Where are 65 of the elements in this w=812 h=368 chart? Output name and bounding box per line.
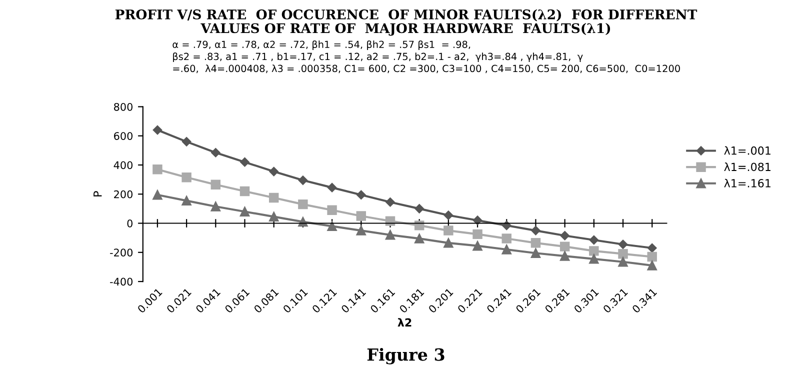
point [444,226,454,236]
point [152,164,162,174]
point [530,238,541,248]
point [444,238,454,248]
point [647,243,657,253]
x-axis-title: λ2 [398,318,412,327]
point [618,240,628,249]
point [444,210,454,220]
point [472,229,482,240]
y-tick-label: -200 [110,248,132,256]
point [472,240,482,251]
point [530,248,541,258]
point [182,196,192,206]
point [240,206,250,216]
point [327,182,337,192]
point [182,172,192,182]
point [210,202,221,212]
point [268,212,279,222]
caption: Figure 3 [367,348,444,364]
point [560,242,570,252]
point [589,254,599,264]
point [327,205,337,216]
y-tick-label: 600 [114,132,132,140]
chart-title: PROFIT V/S RATE OF OCCURENCE OF MINOR FAULTS(λ2) FOR DIFFERENT VALUES OF RATE OF MAJOR HARDWARE FAULTS(λ1) [115,9,698,36]
point [240,157,250,167]
legend-label: λ1=.001 [724,146,770,155]
point [502,244,512,254]
point [560,231,570,240]
point [647,260,657,270]
point [152,125,162,135]
point [269,166,278,176]
point [298,176,308,185]
point [356,190,366,200]
point [560,251,570,261]
point [240,186,250,196]
point [414,234,424,244]
point [414,204,424,214]
y-axis-title: P [94,191,102,196]
point [531,226,540,236]
text: α = .79, α1 = .78, α2 = .72, βh1 = .54, βh2 = .57 βs1 = .98, βs2 = .83, a1 = .71 , b1=.17, c1 = .12, a2 = .75, b2=.1 - a2, γh3=.84 , γh4=.81, γ =.60, λ4=.000408, λ3 = .000358, C1= 600, C2 =300, C3=100 , C4=150, C5= 200, C6=500, C0=1200 [172,40,680,74]
point [152,190,162,200]
point [327,221,337,232]
point [385,230,396,240]
point [298,199,308,210]
point [211,148,220,158]
point [356,211,366,221]
point [268,192,279,203]
point [386,198,395,207]
y-tick-label: -400 [110,278,132,286]
point [502,234,512,244]
point [589,246,599,256]
point [210,180,221,190]
point [356,226,366,236]
point [589,235,599,245]
point [472,216,482,225]
y-tick-label: 0 [127,219,132,228]
point [647,252,657,262]
point [618,248,628,259]
point [618,256,628,267]
y-tick-label: 200 [114,190,132,198]
legend-label: λ1=.081 [724,162,770,172]
legend-label: λ1=.161 [724,178,770,188]
point [182,137,192,146]
y-tick-label: 800 [114,102,132,111]
y-tick-label: 400 [114,161,132,170]
